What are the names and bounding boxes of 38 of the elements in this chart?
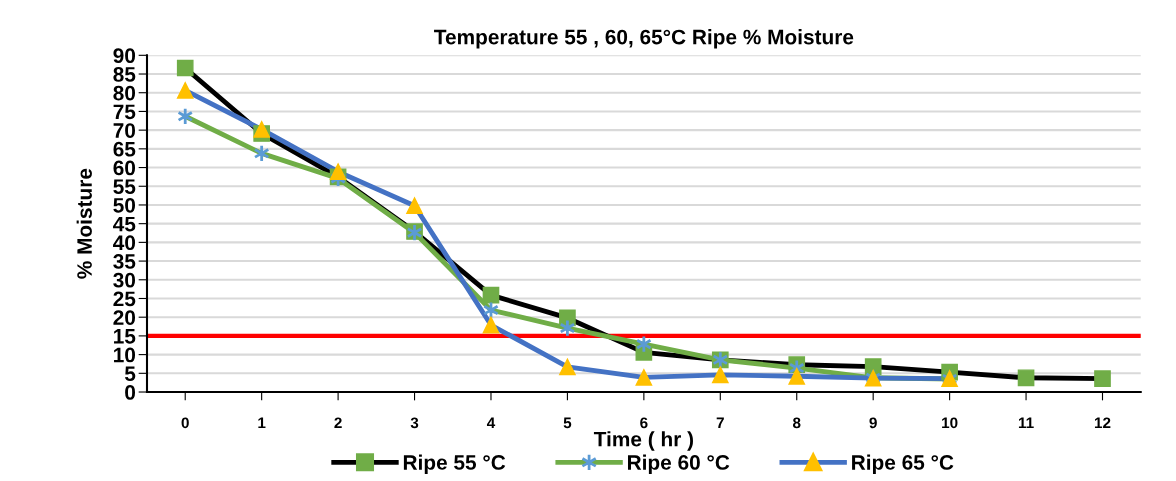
x-tick-label: 11 xyxy=(1018,417,1034,429)
chart-title: Temperature 55 , 60, 65°C Ripe % Moisture xyxy=(434,29,854,49)
x-tick-label: 6 xyxy=(640,417,648,429)
x-tick-label: 7 xyxy=(716,417,724,429)
x-tick-label: 0 xyxy=(181,417,189,429)
x-tick-label: 10 xyxy=(942,417,958,429)
y-tick-label: 70 xyxy=(113,123,136,138)
y-tick-label: 65 xyxy=(113,141,136,157)
y-tick-label: 15 xyxy=(114,329,136,344)
x-axis-title: Time ( hr ) xyxy=(593,431,693,451)
y-tick-label: 80 xyxy=(113,85,136,101)
legend-label: Ripe 55 °C xyxy=(403,454,506,474)
y-tick-label: 20 xyxy=(113,310,136,325)
y-tick-label: 35 xyxy=(113,254,136,269)
y-tick-label: 90 xyxy=(113,48,136,64)
x-tick-label: 9 xyxy=(869,417,877,429)
y-tick-label: 10 xyxy=(114,347,136,363)
x-tick-label: 2 xyxy=(334,417,342,429)
y-tick-label: 30 xyxy=(113,272,136,288)
y-tick-label: 0 xyxy=(125,385,136,400)
y-tick-label: 55 xyxy=(113,179,136,195)
y-tick-label: 75 xyxy=(113,104,136,120)
legend-label: Ripe 60 °C xyxy=(628,454,730,474)
y-tick-label: 85 xyxy=(113,67,136,82)
x-tick-label: 5 xyxy=(563,417,572,429)
x-tick-label: 8 xyxy=(792,417,801,429)
y-tick-label: 40 xyxy=(113,235,136,251)
x-tick-label: 3 xyxy=(410,417,419,429)
y-tick-label: 5 xyxy=(124,366,136,382)
x-tick-label: 12 xyxy=(1094,417,1111,429)
x-tick-label: 1 xyxy=(258,417,266,429)
y-axis-title: % Moisture xyxy=(76,168,92,279)
y-tick-label: 45 xyxy=(113,216,136,232)
y-tick-label: 50 xyxy=(113,197,136,213)
y-tick-label: 25 xyxy=(113,291,136,307)
x-tick-label: 4 xyxy=(486,417,496,429)
legend-label: Ripe 65 °C xyxy=(852,454,954,474)
y-tick-label: 60 xyxy=(113,160,136,176)
